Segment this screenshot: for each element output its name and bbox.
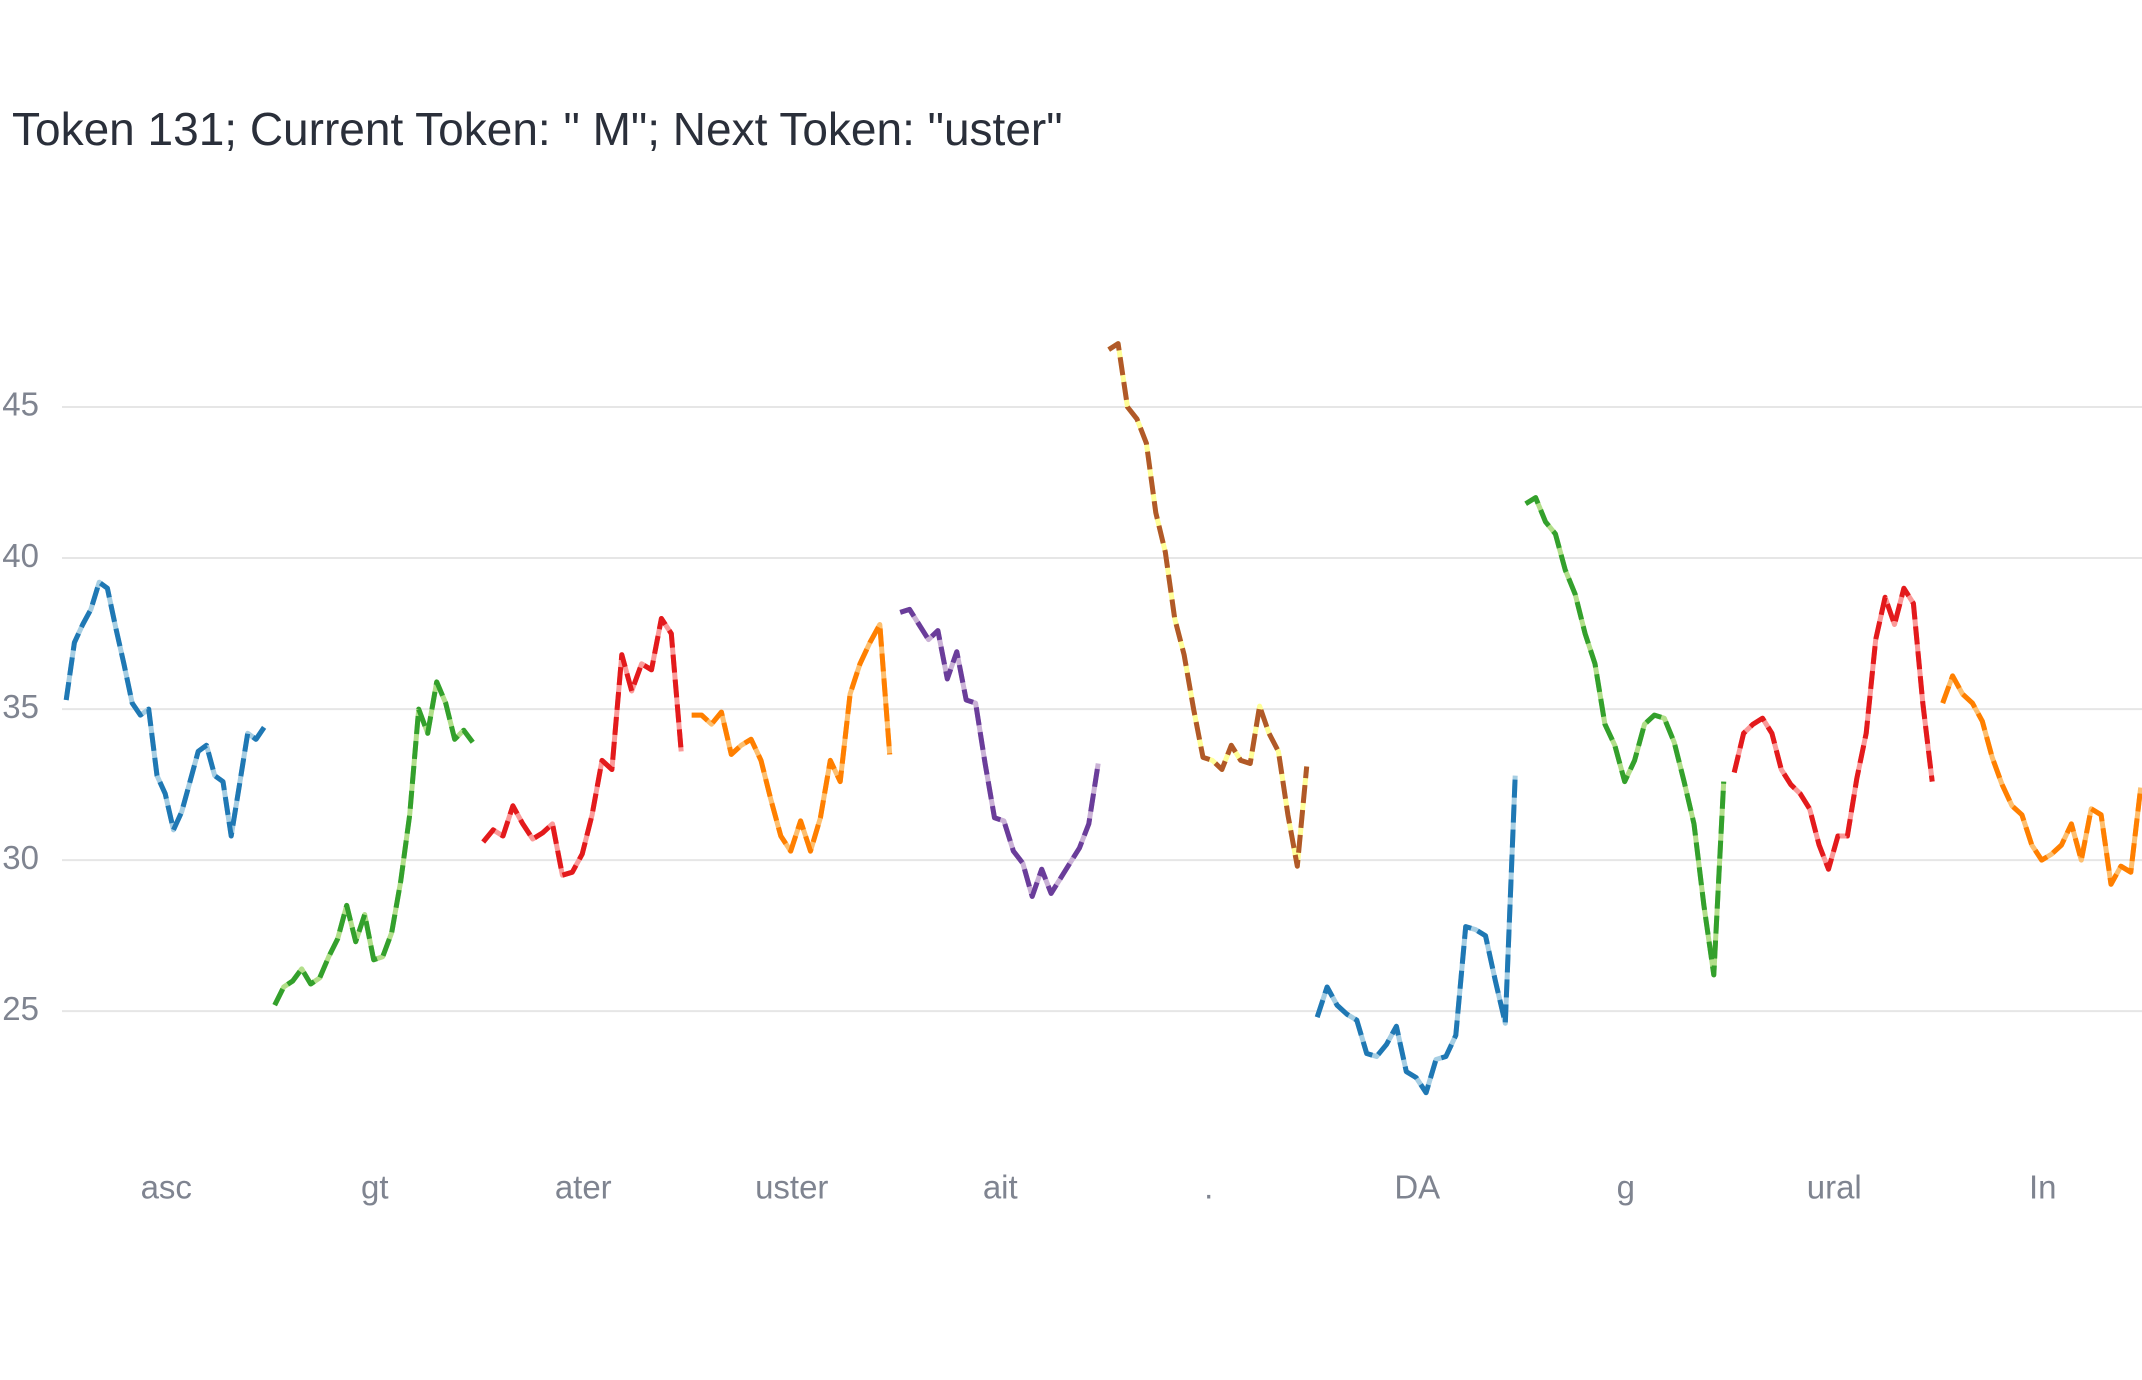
x-tick-label: In [2029,1169,2057,1206]
series-line [1107,341,1310,869]
series-line [1314,775,1518,1096]
y-tick-label: 25 [2,990,39,1027]
series-line-light [1731,585,1935,872]
chart-title: Token 131; Current Token: " M"; Next Tok… [12,103,1063,155]
y-tick-label: 40 [2,537,39,574]
x-tick-label: asc [141,1169,192,1206]
series-line-light [1107,341,1310,869]
series-line-light [481,616,684,878]
series-line [272,679,475,1007]
y-tick-label: 35 [2,688,39,725]
series-line [481,616,684,878]
series-line [1731,585,1935,872]
x-tick-label: ural [1807,1169,1862,1206]
series-line [899,606,1101,899]
series-line [1524,495,1727,978]
y-tick-label: 30 [2,839,39,876]
series-line-light [1524,495,1727,978]
series-line [63,579,267,839]
x-tick-label: gt [361,1169,389,1206]
x-tick-label: ater [555,1169,612,1206]
x-tick-label: g [1617,1169,1635,1206]
series-line [1940,673,2142,887]
series-line-light [899,606,1101,899]
x-tick-label: . [1204,1169,1213,1206]
series-line [691,622,893,854]
x-tick-label: uster [755,1169,828,1206]
x-tick-label: ait [983,1169,1018,1206]
y-tick-label: 45 [2,386,39,423]
x-tick-label: DA [1394,1169,1440,1206]
